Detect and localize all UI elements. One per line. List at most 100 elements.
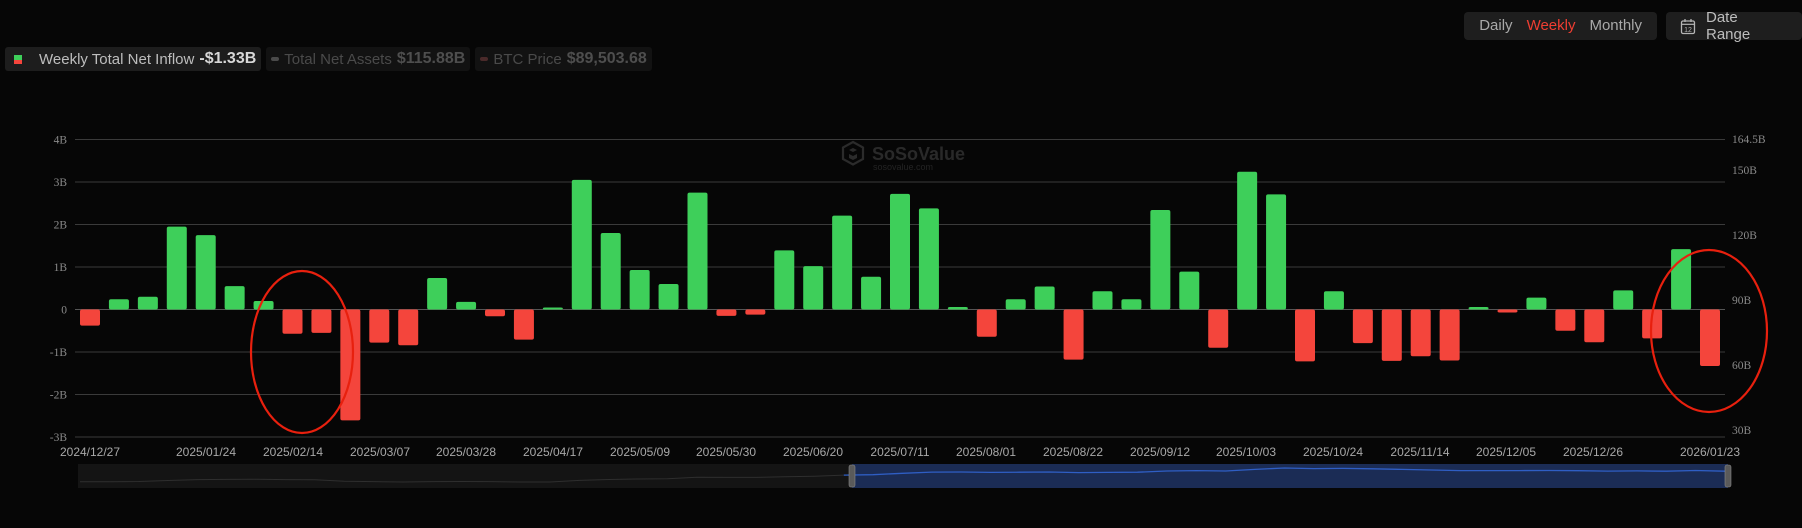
x-tick-label: 2025/03/07 <box>350 445 410 459</box>
y-tick-label: 4B <box>54 135 68 147</box>
bar[interactable] <box>571 179 592 310</box>
bar[interactable] <box>166 226 187 310</box>
bar[interactable] <box>861 276 882 310</box>
x-tick-label: 2026/01/23 <box>1680 445 1740 459</box>
bar[interactable] <box>1381 309 1402 361</box>
bar[interactable] <box>108 299 129 310</box>
legend-weekly-net-inflow[interactable]: Weekly Total Net Inflow -$1.33B <box>5 47 262 71</box>
bar[interactable] <box>976 309 997 337</box>
x-tick-label: 2025/09/12 <box>1130 445 1190 459</box>
bar-swatch-icon <box>14 54 22 64</box>
period-selector: Daily Weekly Monthly <box>1464 12 1657 40</box>
date-range-button[interactable]: 12 Date Range <box>1666 9 1802 43</box>
bar[interactable] <box>1208 309 1229 348</box>
period-monthly-button[interactable]: Monthly <box>1589 17 1642 34</box>
annotation-ellipse <box>249 269 355 435</box>
bar[interactable] <box>1121 299 1142 310</box>
x-tick-label: 2025/11/14 <box>1390 445 1449 459</box>
bar[interactable] <box>282 309 303 334</box>
x-tick-label: 2025/05/09 <box>610 445 670 459</box>
sosovalue-logo-icon <box>841 140 865 166</box>
navigator-line-selected <box>843 467 1726 476</box>
bar[interactable] <box>745 309 766 315</box>
bar[interactable] <box>1410 309 1431 357</box>
bar[interactable] <box>195 235 216 310</box>
y2-tick-label: 60B <box>1732 360 1752 372</box>
bar[interactable] <box>1237 171 1258 310</box>
bar[interactable] <box>629 269 650 310</box>
bar[interactable] <box>600 233 621 310</box>
bar[interactable] <box>224 286 245 310</box>
x-tick-label: 2025/12/05 <box>1476 445 1536 459</box>
line-swatch-icon <box>480 57 489 61</box>
bar[interactable] <box>1323 291 1344 310</box>
navigator-left-handle[interactable] <box>848 464 856 488</box>
bar[interactable] <box>774 250 795 310</box>
bar[interactable] <box>253 301 274 310</box>
chart-legend: Weekly Total Net Inflow -$1.33B Total Ne… <box>5 47 652 71</box>
navigator-right-handle[interactable] <box>1724 464 1732 488</box>
x-tick-label: 2025/10/03 <box>1216 445 1276 459</box>
bar-series <box>80 171 1720 421</box>
bar[interactable] <box>803 266 824 310</box>
y-tick-label: -3B <box>50 432 68 444</box>
bar[interactable] <box>513 309 534 340</box>
y-tick-label: -2B <box>50 390 68 402</box>
bar[interactable] <box>1613 290 1634 310</box>
bar[interactable] <box>832 215 853 310</box>
bar[interactable] <box>1352 309 1373 344</box>
date-range-label: Date Range <box>1705 9 1751 43</box>
annotation-ellipse <box>1649 248 1769 414</box>
x-tick-label: 2025/02/14 <box>263 445 323 459</box>
range-navigator[interactable] <box>78 464 1732 488</box>
bar[interactable] <box>398 309 419 346</box>
bar[interactable] <box>1266 194 1287 310</box>
bar[interactable] <box>918 208 939 310</box>
bar[interactable] <box>311 309 332 333</box>
x-tick-label: 2025/07/11 <box>870 445 929 459</box>
bar[interactable] <box>716 309 737 316</box>
bar[interactable] <box>1034 286 1055 310</box>
svg-text:12: 12 <box>1684 26 1692 33</box>
period-daily-button[interactable]: Daily <box>1479 17 1513 34</box>
y-axis-right: 164.5B 150B 120B 90B 60B 30B <box>1732 134 1766 437</box>
bar[interactable] <box>427 278 448 310</box>
x-tick-label: 2025/04/17 <box>523 445 583 459</box>
y-axis-left: 4B 3B 2B 1B 0 -1B -2B -3B <box>50 135 68 445</box>
bar[interactable] <box>947 306 968 310</box>
watermark: SoSoValue sosovalue.com <box>841 140 965 172</box>
bar[interactable] <box>137 296 158 310</box>
y2-tick-label: 150B <box>1732 165 1757 177</box>
bar[interactable] <box>687 192 708 310</box>
bar[interactable] <box>1555 309 1576 331</box>
legend-label: BTC Price <box>493 50 562 68</box>
period-weekly-button[interactable]: Weekly <box>1526 17 1576 34</box>
bar[interactable] <box>1468 306 1489 310</box>
bar[interactable] <box>1092 291 1113 310</box>
bar[interactable] <box>1584 309 1605 343</box>
bar[interactable] <box>80 309 100 326</box>
bar[interactable] <box>890 193 910 310</box>
x-axis: 2024/12/27 2025/01/24 2025/02/14 2025/03/07… <box>60 445 1740 459</box>
bar[interactable] <box>1526 297 1547 310</box>
bar[interactable] <box>1179 271 1200 310</box>
bar[interactable] <box>369 309 390 343</box>
bar[interactable] <box>542 307 563 310</box>
x-tick-label: 2025/08/01 <box>956 445 1016 459</box>
bar[interactable] <box>1671 249 1692 310</box>
bar[interactable] <box>456 301 477 310</box>
legend-btc-price[interactable]: BTC Price $89,503.68 <box>475 47 652 71</box>
legend-value: $115.88B <box>396 50 466 67</box>
bar[interactable] <box>1700 309 1720 367</box>
bar[interactable] <box>1005 299 1026 310</box>
y2-tick-label: 90B <box>1732 295 1752 307</box>
bar[interactable] <box>1295 309 1315 362</box>
bar[interactable] <box>1063 309 1084 360</box>
bar[interactable] <box>658 284 679 310</box>
bar[interactable] <box>1439 309 1460 361</box>
bar[interactable] <box>1150 210 1171 310</box>
bar[interactable] <box>485 309 505 317</box>
legend-total-net-assets[interactable]: Total Net Assets $115.88B <box>266 47 471 71</box>
bar[interactable] <box>1497 309 1518 313</box>
